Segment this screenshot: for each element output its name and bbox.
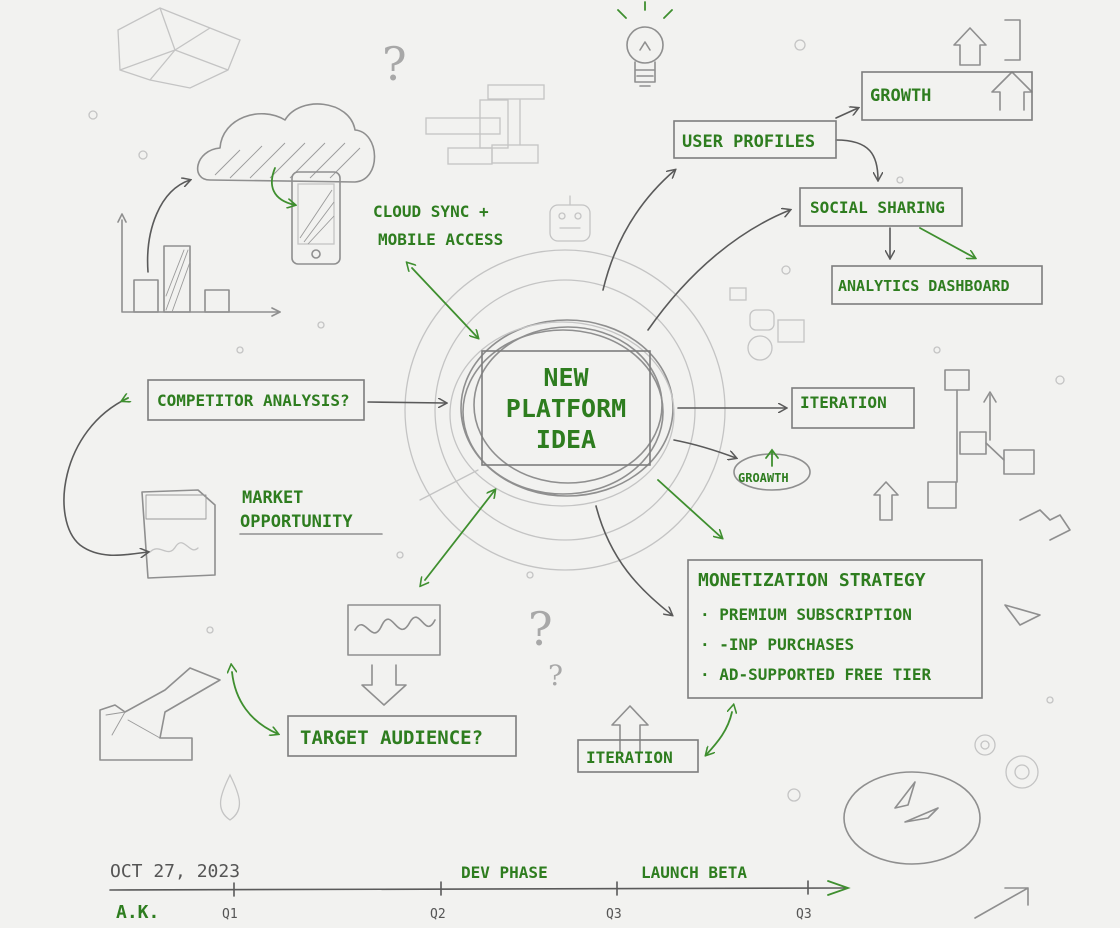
analytics-dashboard-node: ANALYTICS DASHBOARD: [831, 265, 1043, 305]
timeline-date: OCT 27, 2023: [110, 861, 240, 882]
mountain-sketch: [99, 667, 221, 761]
cloud-sync-line2: MOBILE ACCESS: [378, 230, 503, 249]
monetization-title: MONETIZATION STRATEGY: [698, 570, 926, 591]
monetization-strategy-node: MONETIZATION STRATEGY · PREMIUM SUBSCRIP…: [687, 559, 983, 699]
center-idea-node: NEW PLATFORM IDEA: [481, 350, 651, 466]
timeline-tick-q1: Q1: [222, 907, 238, 922]
compass-sketch: [843, 771, 981, 865]
cloud-sync-line1: CLOUD SYNC +: [373, 202, 489, 221]
timeline-tick-q2: Q2: [430, 907, 446, 922]
iteration-bottom-node: ITERATION: [577, 739, 699, 773]
iteration-right-node: ITERATION: [791, 387, 915, 429]
timeline: OCT 27, 2023 A.K. DEV PHASE LAUNCH BETA …: [109, 861, 851, 923]
growth-top-label: GROWTH: [870, 86, 931, 106]
lightbulb-icon: [617, 1, 673, 87]
monetization-item-3: · AD-SUPPORTED FREE TIER: [700, 665, 932, 684]
market-line2: OPPORTUNITY: [240, 512, 353, 532]
competitor-analysis-node: COMPETITOR ANALYSIS?: [147, 379, 365, 421]
question-mark-sketch-bottom: ? ?: [528, 602, 563, 692]
center-idea-line1: NEW: [543, 363, 589, 392]
flowchart-sketch: [873, 369, 1035, 521]
target-audience-label: TARGET AUDIENCE?: [300, 727, 483, 749]
timeline-tick-q3a: Q3: [606, 907, 622, 922]
user-profiles-node: USER PROFILES: [673, 120, 837, 159]
market-line1: MARKET: [242, 488, 303, 508]
timeline-launch-beta: LAUNCH BETA: [641, 863, 747, 882]
growth-small-node: GROAWTH: [733, 448, 811, 491]
user-profiles-label: USER PROFILES: [682, 132, 815, 152]
wave-box-sketch: [347, 604, 441, 706]
target-audience-node: TARGET AUDIENCE?: [287, 715, 517, 757]
iteration-bottom-label: ITERATION: [586, 748, 673, 767]
iteration-right-label: ITERATION: [800, 393, 887, 412]
timeline-author: A.K.: [116, 902, 159, 923]
cloud-icon: [196, 103, 376, 183]
bar-chart-sketch: [117, 213, 281, 317]
question-mark-sketch-top: ?: [382, 37, 407, 91]
timeline-dev-phase: DEV PHASE: [461, 863, 548, 882]
competitor-analysis-label: COMPETITOR ANALYSIS?: [157, 391, 350, 410]
growth-top-node: GROWTH: [861, 71, 1033, 121]
block-diagram-sketch: [425, 84, 545, 165]
scattered-dots: [88, 39, 1065, 802]
social-sharing-node: SOCIAL SHARING: [799, 187, 963, 227]
growth-small-label: GROAWTH: [738, 471, 789, 485]
monetization-item-1: · PREMIUM SUBSCRIPTION: [700, 605, 912, 624]
market-opportunity-node: MARKET OPPORTUNITY: [239, 488, 383, 535]
phone-icon: [291, 171, 341, 265]
analytics-dashboard-label: ANALYTICS DASHBOARD: [838, 277, 1010, 295]
center-idea-line2: PLATFORM: [506, 394, 626, 423]
polyhedron-sketch: [117, 7, 241, 89]
cloud-sync-node: CLOUD SYNC + MOBILE ACCESS: [373, 202, 503, 249]
social-sharing-label: SOCIAL SHARING: [810, 198, 945, 217]
center-idea-line3: IDEA: [536, 425, 596, 454]
gears-sketch: [974, 734, 1039, 789]
svg-text:?: ?: [528, 602, 553, 656]
monetization-item-2: · -INP PURCHASES: [700, 635, 854, 654]
arrow-sketches-right: [953, 19, 1071, 626]
svg-text:?: ?: [548, 659, 563, 692]
timeline-tick-q3b: Q3: [796, 907, 812, 922]
robot-sketch: [549, 195, 591, 242]
drop-sketch: [219, 773, 241, 821]
svg-text:?: ?: [382, 37, 407, 91]
device-sketch: [141, 489, 216, 579]
center-idea-scribble: [404, 249, 726, 571]
small-icons-right: [729, 287, 805, 361]
